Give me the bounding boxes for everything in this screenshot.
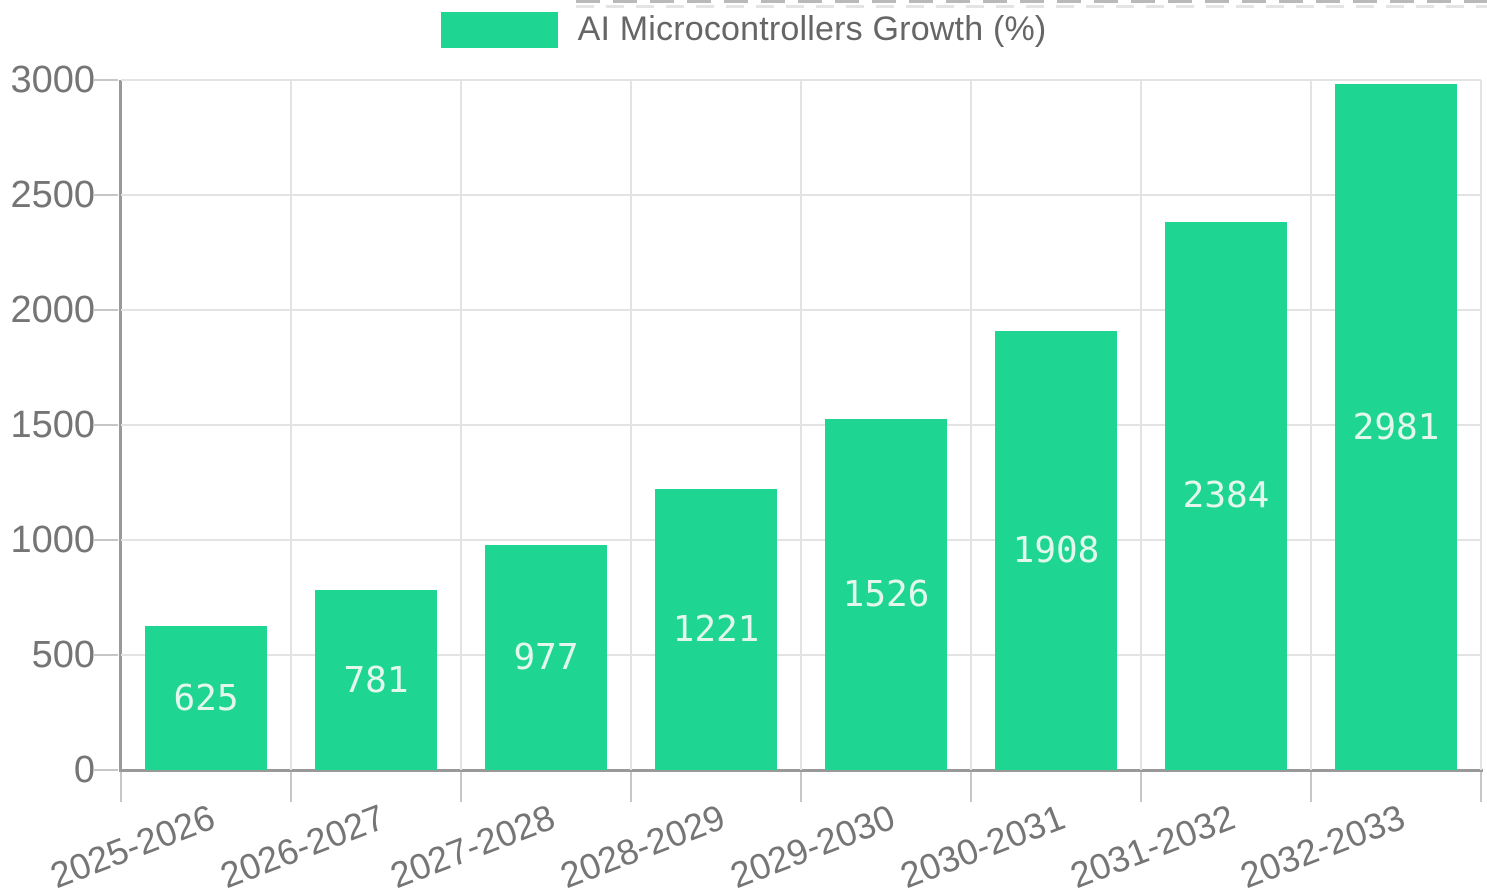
bar-2026-2027[interactable]: 781 [315, 590, 437, 770]
bar-value-label: 1908 [1012, 530, 1100, 572]
bar-value-label: 1221 [672, 609, 760, 651]
y-axis-label: 0 [73, 749, 95, 791]
v-gridline [1310, 80, 1312, 770]
cropped-text-artifact-row [576, 5, 1487, 8]
x-tick-mark [970, 772, 972, 802]
bar-value-label: 2981 [1352, 406, 1440, 448]
y-tick-mark [93, 79, 118, 81]
v-gridline [970, 80, 972, 770]
bar-2030-2031[interactable]: 1908 [995, 331, 1117, 770]
x-tick-mark [460, 772, 462, 802]
x-axis-label: 2030-2031 [894, 796, 1070, 896]
y-axis-line [119, 80, 122, 772]
y-axis-label: 2500 [10, 174, 95, 216]
y-tick-mark [93, 769, 118, 771]
x-axis-label: 2028-2029 [554, 796, 730, 896]
x-axis-line [119, 769, 1483, 772]
y-axis-labels: 0 500 1000 1500 2000 2500 3000 [0, 0, 95, 882]
v-gridline [1480, 80, 1482, 770]
bar-2031-2032[interactable]: 2384 [1165, 221, 1287, 770]
x-tick-mark [290, 772, 292, 802]
plot-area: 625 781 977 1221 1526 1908 2384 2981 [93, 79, 1483, 802]
bar-2029-2030[interactable]: 1526 [825, 419, 947, 770]
y-tick-mark [93, 194, 118, 196]
bar-2028-2029[interactable]: 1221 [655, 489, 777, 770]
y-axis-label: 2000 [10, 289, 95, 331]
y-axis-label: 500 [31, 634, 95, 676]
x-tick-mark [1140, 772, 1142, 802]
y-tick-mark [93, 539, 118, 541]
x-axis-label: 2029-2030 [724, 796, 900, 896]
x-axis-label: 2027-2028 [384, 796, 560, 896]
v-gridline [800, 80, 802, 770]
x-axis-label: 2026-2027 [214, 796, 390, 896]
x-tick-mark [800, 772, 802, 802]
bar-value-label: 2384 [1182, 475, 1270, 517]
bar-value-label: 781 [343, 659, 409, 701]
x-tick-mark [630, 772, 632, 802]
bar-value-label: 625 [173, 677, 239, 719]
v-gridline [290, 80, 292, 770]
y-axis-label: 3000 [10, 59, 95, 101]
x-tick-mark [120, 772, 122, 802]
cropped-text-artifact [576, 0, 1487, 9]
x-tick-mark [1310, 772, 1312, 802]
x-axis-label: 2032-2033 [1234, 796, 1410, 896]
bar-value-label: 1526 [842, 574, 930, 615]
bar-2032-2033[interactable]: 2981 [1335, 84, 1457, 770]
x-axis-label: 2031-2032 [1064, 796, 1240, 896]
v-gridline [1140, 80, 1142, 770]
y-axis-label: 1000 [10, 519, 95, 561]
y-tick-mark [93, 424, 118, 426]
bar-2027-2028[interactable]: 977 [485, 545, 607, 770]
v-gridline [630, 80, 632, 770]
legend-swatch[interactable] [440, 11, 558, 48]
bar-value-label: 977 [513, 637, 579, 679]
x-tick-mark [1480, 772, 1482, 802]
legend-label[interactable]: AI Microcontrollers Growth (%) [577, 10, 1047, 48]
chart-legend[interactable]: AI Microcontrollers Growth (%) [0, 10, 1487, 49]
cropped-text-artifact-row [576, 0, 1487, 3]
y-axis-label: 1500 [10, 404, 95, 446]
bar-2025-2026[interactable]: 625 [145, 626, 267, 770]
y-tick-mark [93, 309, 118, 311]
y-tick-mark [93, 654, 118, 656]
v-gridline [460, 80, 462, 770]
